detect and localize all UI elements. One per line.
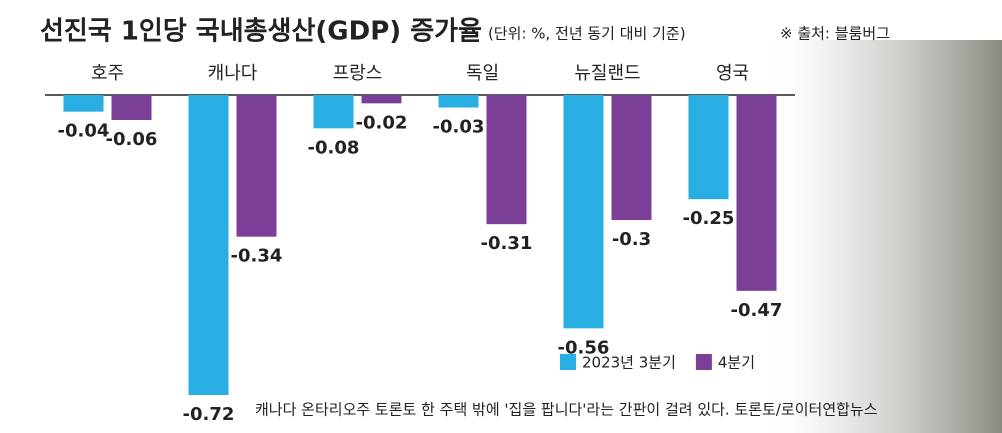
value-label: -0.02 <box>356 112 408 133</box>
value-label: -0.08 <box>308 137 360 158</box>
bar <box>361 95 402 104</box>
legend-label: 4분기 <box>718 354 755 372</box>
value-label: -0.04 <box>58 121 110 142</box>
photo <box>760 40 1002 433</box>
bar <box>688 95 729 200</box>
chart-subtitle: (단위: %, 전년 동기 대비 기준) <box>488 25 686 43</box>
bar <box>486 95 527 225</box>
source: ※ 출처: 블룸버그 <box>780 25 890 43</box>
category-label: 호주 <box>91 63 124 84</box>
category-label: 캐나다 <box>208 63 258 84</box>
bar <box>111 95 152 120</box>
bar <box>736 95 777 291</box>
bar <box>438 95 479 108</box>
bar <box>188 95 229 395</box>
legend-swatch <box>695 354 712 370</box>
value-label: -0.56 <box>558 337 610 358</box>
bar <box>611 95 652 220</box>
bar <box>563 95 604 329</box>
value-label: -0.34 <box>231 246 283 267</box>
bar <box>313 95 354 129</box>
bar <box>236 95 277 237</box>
value-label: -0.03 <box>433 117 485 138</box>
value-label: -0.31 <box>481 233 533 254</box>
bar <box>63 95 104 112</box>
category-label: 프랑스 <box>333 63 383 84</box>
category-label: 뉴질랜드 <box>574 63 640 84</box>
value-label: -0.06 <box>106 129 158 150</box>
legend-label: 2023년 3분기 <box>582 354 676 372</box>
caption: 캐나다 온타리오주 토론토 한 주택 밖에 '집을 팝니다'라는 간판이 걸려 … <box>255 401 878 419</box>
value-label: -0.25 <box>683 208 735 229</box>
value-label: -0.72 <box>183 404 235 425</box>
category-label: 영국 <box>716 63 749 84</box>
legend-swatch <box>560 354 576 370</box>
value-label: -0.47 <box>731 300 783 321</box>
category-label: 독일 <box>466 63 499 84</box>
value-label: -0.3 <box>612 229 651 250</box>
chart-title: 선진국 1인당 국내총생산(GDP) 증가율 <box>40 17 482 47</box>
